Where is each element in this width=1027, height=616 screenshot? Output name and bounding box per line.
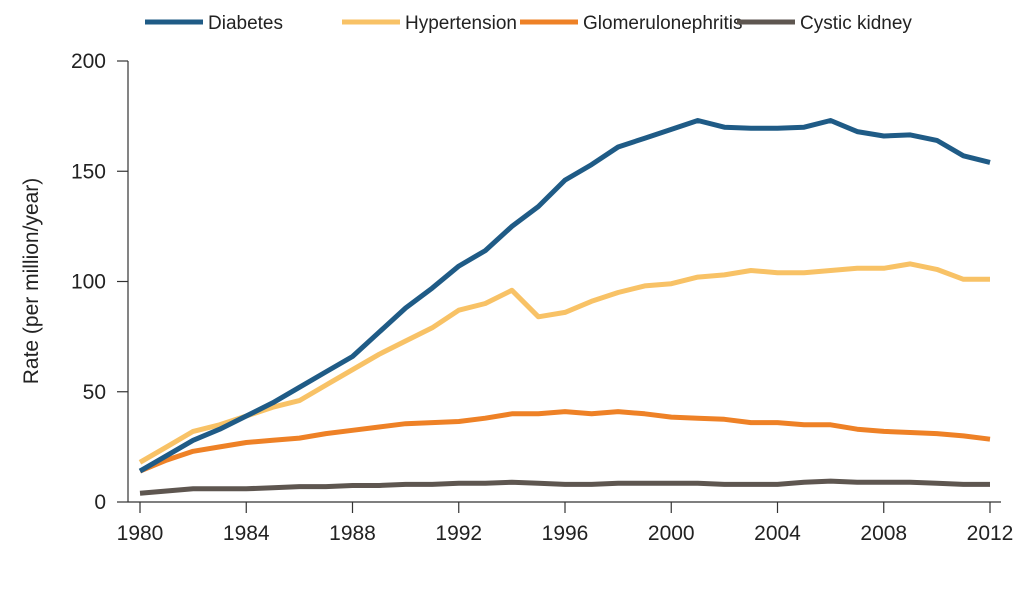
x-tick-label: 2012 <box>967 522 1014 545</box>
y-ticks: 0 50 100 150 200 <box>71 50 128 514</box>
series-layer <box>138 118 991 496</box>
y-tick-label: 100 <box>71 271 106 294</box>
legend-label-hypertension: Hypertension <box>405 13 517 34</box>
x-tick-label: 1992 <box>435 522 482 545</box>
y-tick-label: 50 <box>83 381 106 404</box>
legend-label-diabetes: Diabetes <box>208 13 283 34</box>
legend-label-glomerulonephritis: Glomerulonephritis <box>583 13 742 34</box>
x-tick-label: 1980 <box>117 522 164 545</box>
x-tick-label: 1996 <box>542 522 589 545</box>
y-axis-title: Rate (per million/year) <box>20 178 43 385</box>
y-tick-label: 200 <box>71 50 106 73</box>
legend: Diabetes Hypertension Glomerulonephritis Cy… <box>145 13 912 34</box>
series-line-glomerulonephritis <box>139 409 991 474</box>
y-tick-label: 0 <box>94 491 106 514</box>
series-line-hypertension <box>138 261 990 465</box>
x-tick-label: 2000 <box>648 522 695 545</box>
series-line-diabetes <box>138 118 991 474</box>
y-tick-label: 150 <box>71 160 106 183</box>
x-tick-label: 2008 <box>860 522 907 545</box>
plot-area: 0 50 100 150 200 1980 1984 1988 1992 1996 2000 200… <box>71 50 1013 545</box>
legend-label-cystic-kidney: Cystic kidney <box>800 13 912 34</box>
x-ticks: 1980 1984 1988 1992 1996 2000 2004 2008 2012 <box>117 502 1014 545</box>
x-tick-label: 1984 <box>223 522 270 545</box>
x-tick-label: 2004 <box>754 522 801 545</box>
x-tick-label: 1988 <box>329 522 376 545</box>
series-line-cystic-kidney <box>139 478 990 496</box>
